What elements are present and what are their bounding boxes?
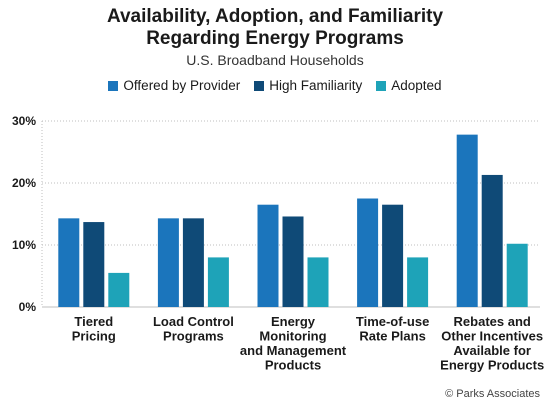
bar-3-0	[357, 198, 379, 307]
bar-2-1	[282, 216, 304, 307]
x-category-label-line: Time-of-use	[356, 314, 429, 329]
legend-label-adopted: Adopted	[391, 78, 442, 93]
bar-4-1	[481, 174, 503, 307]
x-category-label-line: and Management	[240, 343, 347, 358]
x-category-label-line: Products	[265, 358, 321, 373]
legend-swatch-offered	[108, 80, 119, 91]
bar-1-2	[207, 257, 229, 307]
legend-swatch-familiarity	[254, 80, 265, 91]
x-category-label: Load Control Programs	[153, 314, 234, 344]
x-category-label-line: Rebates and	[454, 314, 531, 329]
bar-3-2	[407, 257, 429, 307]
legend-label-familiarity: High Familiarity	[269, 78, 363, 93]
chart-title-line-2: Regarding Energy Programs	[146, 28, 404, 49]
x-category-label-line: Energy Products	[440, 358, 544, 373]
chart-subtitle: U.S. Broadband Households	[186, 52, 364, 68]
bar-2-0	[257, 204, 279, 307]
x-category-label-line: Load Control	[153, 314, 234, 329]
y-tick-label: 20%	[12, 176, 36, 190]
chart-title-line-1: Availability, Adoption, and Familiarity	[106, 6, 444, 27]
x-category-label-line: Pricing	[72, 329, 116, 344]
legend-swatch-adopted	[376, 80, 387, 91]
x-category-label: Time-of-use Rate Plans	[356, 314, 429, 344]
footer-credit: © Parks Associates	[445, 388, 540, 400]
legend-label-offered: Offered by Provider	[123, 78, 241, 93]
y-tick-label: 0%	[19, 300, 37, 314]
x-category-label-line: Rate Plans	[359, 329, 425, 344]
bar-4-2	[506, 243, 528, 307]
bar-0-2	[108, 272, 130, 307]
bar-3-1	[382, 204, 404, 307]
bar-4-0	[456, 134, 478, 307]
y-tick-label: 10%	[12, 238, 36, 252]
x-category-label: Rebates and Other Incentives Available for…	[440, 314, 544, 373]
x-category-label: Energy Monitoring and Management Products	[240, 314, 347, 373]
x-category-label-line: Available for	[453, 343, 531, 358]
x-category-label-line: Monitoring	[259, 329, 326, 344]
y-tick-label: 30%	[12, 114, 36, 128]
chart-title: Availability, Adoption, and Familiarity …	[0, 6, 550, 50]
legend-item-familiarity: High Familiarity	[254, 78, 362, 93]
legend-item-adopted: Adopted	[376, 78, 442, 93]
x-category-label-line: Tiered	[74, 314, 113, 329]
x-category-label-line: Other Incentives	[441, 329, 543, 344]
legend-item-offered: Offered by Provider	[108, 78, 240, 93]
bar-1-0	[157, 218, 179, 307]
chart-legend: Offered by Provider High Familiarity Ado…	[0, 78, 550, 93]
bar-0-0	[58, 218, 80, 307]
bar-0-1	[83, 222, 105, 307]
x-category-label-line: Programs	[163, 329, 224, 344]
bar-1-1	[182, 218, 204, 307]
x-category-label-line: Energy	[271, 314, 316, 329]
x-category-label: Tiered Pricing	[72, 314, 116, 344]
bar-2-2	[307, 257, 329, 307]
